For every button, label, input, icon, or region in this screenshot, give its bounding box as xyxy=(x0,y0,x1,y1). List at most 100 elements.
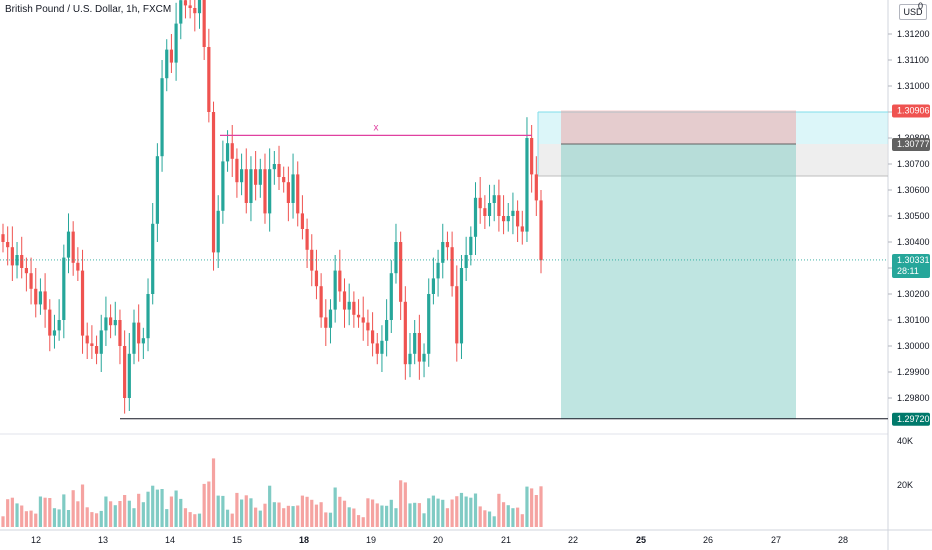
volume-bar xyxy=(20,505,24,527)
countdown-text: 28:11 xyxy=(897,266,919,276)
profit-target-zone[interactable] xyxy=(561,143,796,419)
entry-price-text: 1.30777 xyxy=(897,139,930,149)
volume-bar xyxy=(501,502,506,527)
price-tick-label: 1.30000 xyxy=(897,341,930,351)
volume-bar xyxy=(66,510,71,527)
candle-body xyxy=(132,322,136,354)
candle-body xyxy=(459,268,464,344)
candle-body xyxy=(310,249,314,271)
volume-bar xyxy=(230,513,234,527)
candle-body xyxy=(422,353,426,362)
candle-body xyxy=(85,335,89,344)
volume-bar xyxy=(174,490,178,527)
candle-body xyxy=(352,301,356,315)
volume-bar xyxy=(487,511,492,527)
candle-body xyxy=(179,0,183,24)
volume-axis: 40K 20K xyxy=(897,436,913,490)
candle-body xyxy=(249,169,253,203)
candle-body xyxy=(370,330,375,344)
candle-body xyxy=(394,242,398,274)
volume-bar xyxy=(394,508,398,527)
stop-loss-zone[interactable] xyxy=(561,110,796,144)
candle-body xyxy=(366,322,370,331)
volume-bar xyxy=(188,512,192,527)
volume-bar xyxy=(165,509,169,527)
candle-body xyxy=(244,169,248,203)
candle-body xyxy=(347,301,351,310)
stop-price-text: 1.30906 xyxy=(897,105,930,115)
volume-bar xyxy=(291,506,295,527)
price-tick-label: 1.29800 xyxy=(897,393,930,403)
candle-body xyxy=(305,229,309,250)
volume-bar xyxy=(249,498,253,527)
volume-bar xyxy=(525,486,529,527)
candle-body xyxy=(24,268,28,274)
candle-body xyxy=(324,317,328,328)
volume-bar xyxy=(277,502,281,527)
volume-bar xyxy=(492,516,496,527)
candle-body xyxy=(151,223,155,294)
time-tick-label: 26 xyxy=(703,535,713,545)
volume-bar xyxy=(282,508,286,527)
volume-bar xyxy=(76,501,80,527)
price-tick-label: 1.30100 xyxy=(897,315,930,325)
candle-body xyxy=(90,343,94,346)
candle-body xyxy=(165,49,169,79)
candle-body xyxy=(356,314,361,318)
candle-body xyxy=(286,182,290,203)
candle-body xyxy=(15,255,19,266)
volume-bar xyxy=(375,503,379,527)
support-price-tag: 1.29720 xyxy=(892,412,930,426)
time-axis[interactable]: 12 13 14 15 18 19 20 21 22 25 26 27 28 xyxy=(31,535,848,545)
volume-bar xyxy=(422,513,426,527)
time-tick-label: 12 xyxy=(31,535,41,545)
currency-button[interactable]: USD xyxy=(899,4,927,20)
candle-body xyxy=(174,23,178,63)
volume-bar xyxy=(305,496,309,527)
price-tick-label: 1.30500 xyxy=(897,211,930,221)
volume-bar xyxy=(94,513,99,527)
candle-body xyxy=(62,257,66,320)
volume-bar xyxy=(85,507,89,527)
volume-tick-label: 40K xyxy=(897,436,913,446)
current-price-text: 1.30331 xyxy=(897,255,930,265)
volume-bar xyxy=(15,503,19,527)
candle-body xyxy=(29,273,33,289)
price-axis[interactable]: 1.312001.311001.310001.309001.308001.307… xyxy=(888,29,930,403)
volume-bar xyxy=(62,494,66,527)
volume-bar xyxy=(530,488,534,527)
volume-bar xyxy=(310,499,314,527)
candle-body xyxy=(258,169,262,185)
candle-body xyxy=(501,216,506,222)
volume-bar xyxy=(258,510,262,527)
candle-body xyxy=(291,174,295,203)
current-price-tag: 1.30331 28:11 xyxy=(892,253,930,278)
volume-bar xyxy=(183,508,188,527)
price-tick-label: 1.31000 xyxy=(897,81,930,91)
volume-bar xyxy=(6,499,10,527)
volume-bar xyxy=(300,495,305,527)
candle-body xyxy=(197,0,202,14)
candle-body xyxy=(408,353,412,365)
long-position-tool[interactable] xyxy=(537,110,888,419)
candle-body xyxy=(389,273,393,320)
candle-body xyxy=(478,197,482,209)
candle-body xyxy=(385,320,389,341)
volume-bar xyxy=(464,496,468,527)
stop-price-tag: 1.30906 xyxy=(892,104,930,118)
volume-bar xyxy=(455,496,459,527)
candle-body xyxy=(497,195,501,216)
price-tick-label: 1.30200 xyxy=(897,289,930,299)
candle-body xyxy=(338,270,342,292)
volume-bar xyxy=(123,495,127,527)
volume-bar xyxy=(43,497,47,527)
candle-body xyxy=(123,346,127,398)
candle-body xyxy=(277,164,281,177)
volume-bar xyxy=(338,496,342,527)
volume-bar xyxy=(286,505,290,527)
volume-bar xyxy=(239,499,244,527)
candle-body xyxy=(235,158,239,183)
volume-bar xyxy=(80,484,85,527)
volume-bar xyxy=(427,498,431,527)
